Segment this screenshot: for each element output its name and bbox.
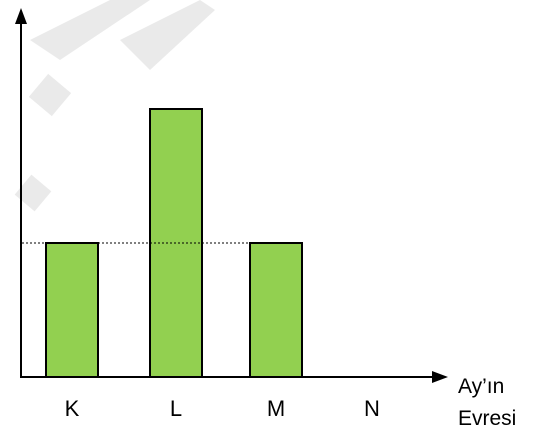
x-axis-title-line-2: Evresi (458, 407, 516, 430)
x-axis-arrow (432, 371, 448, 383)
bar-k (45, 242, 99, 378)
x-tick-label-l: L (170, 396, 182, 421)
bar-m (249, 242, 303, 378)
x-tick-label-k: K (65, 396, 80, 421)
y-axis-arrow (15, 8, 27, 24)
watermark (14, 0, 215, 212)
x-tick-labels: K L M N (65, 396, 380, 421)
x-axis-title-line-1: Ay’ın (458, 375, 504, 398)
x-tick-label-n: N (364, 396, 380, 421)
x-tick-label-m: M (267, 396, 285, 421)
